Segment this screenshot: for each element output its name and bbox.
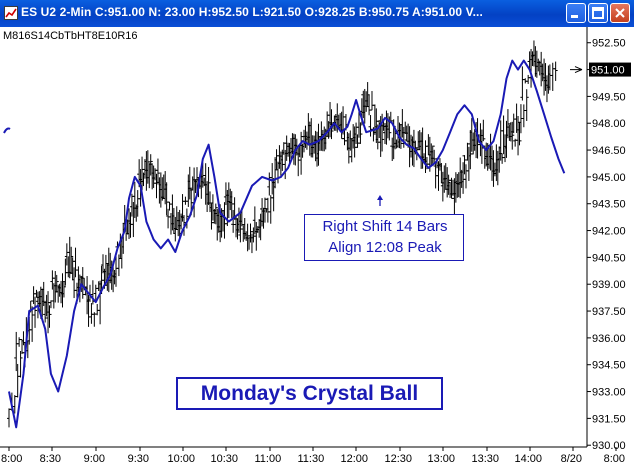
- forecast-line: [8, 59, 566, 429]
- y-tick-label: 942.00: [592, 226, 626, 238]
- y-tick-label: 948.00: [592, 118, 626, 130]
- x-tick-label: 14:00: [515, 453, 543, 465]
- x-tick-label: 12:30: [385, 453, 413, 465]
- price-bar: [148, 154, 153, 176]
- window-title: ES U2 2-Min C:951.00 N: 23.00 H:952.50 L…: [21, 5, 483, 19]
- x-axis: 8:00 8:30 9:00 9:30 10:00 10:30 11:00 11:30 12:0…: [1, 447, 625, 465]
- x-tick-label: 8:00: [604, 453, 625, 465]
- y-tick-label: 943.50: [592, 199, 626, 211]
- last-price-marker: 951.00: [570, 62, 631, 77]
- y-tick-label: 946.50: [592, 145, 626, 157]
- price-bar: [553, 61, 558, 81]
- x-tick-label: 13:00: [428, 453, 456, 465]
- price-bar: [18, 350, 23, 378]
- y-tick-label: 952.50: [592, 38, 626, 50]
- x-tick-label: 9:00: [84, 453, 105, 465]
- last-price-box: [589, 62, 631, 77]
- y-tick-label: 933.00: [592, 387, 626, 399]
- shift-annotation-box: Right Shift 14 Bars Align 12:08 Peak: [304, 214, 464, 261]
- peak-arrow-icon: [377, 195, 383, 206]
- chart-app-icon: [4, 6, 18, 20]
- minimize-icon: [571, 15, 578, 18]
- x-tick-label: 11:30: [298, 453, 325, 465]
- left-tick-icon: [3, 127, 11, 134]
- y-tick-label: 931.50: [592, 413, 626, 425]
- x-tick-label: 12:00: [341, 453, 369, 465]
- y-tick-label: 934.50: [592, 360, 626, 372]
- shift-annotation-line1: Right Shift 14 Bars: [322, 218, 448, 235]
- x-tick-label: 8/20: [561, 453, 582, 465]
- x-tick-label: 11:00: [255, 453, 282, 465]
- crystal-ball-text: Monday's Crystal Ball: [200, 382, 419, 405]
- price-bars: [7, 40, 558, 428]
- price-bar: [358, 122, 363, 144]
- minimize-button[interactable]: [566, 3, 586, 23]
- y-tick-label: 936.00: [592, 333, 626, 345]
- y-tick-label: 945.00: [592, 172, 626, 184]
- price-bar: [524, 89, 529, 121]
- maximize-button[interactable]: [588, 3, 608, 23]
- y-tick-label: 930.00: [592, 440, 626, 452]
- price-bar: [155, 158, 160, 185]
- x-tick-label: 8:00: [1, 453, 22, 465]
- x-tick-label: 9:30: [128, 453, 149, 465]
- close-button[interactable]: [610, 3, 630, 23]
- x-tick-label: 8:30: [40, 453, 61, 465]
- maximize-icon: [592, 7, 604, 19]
- close-icon: [615, 8, 625, 18]
- y-tick-label: 940.50: [592, 252, 626, 264]
- y-tick-label: 937.50: [592, 306, 626, 318]
- x-tick-label: 13:30: [472, 453, 500, 465]
- x-tick-label: 10:30: [211, 453, 239, 465]
- last-price-label: 951.00: [591, 65, 625, 77]
- forecast-series-line: [8, 59, 566, 429]
- price-bar: [33, 296, 38, 328]
- crystal-ball-banner: Monday's Crystal Ball: [176, 377, 443, 410]
- y-tick-label: 949.50: [592, 91, 626, 103]
- x-tick-label: 10:00: [168, 453, 196, 465]
- y-tick-label: 939.00: [592, 279, 626, 291]
- shift-annotation-line2: Align 12:08 Peak: [328, 239, 442, 256]
- study-label: M816S14CbTbHT8E10R16: [3, 30, 138, 42]
- title-bar[interactable]: ES U2 2-Min C:951.00 N: 23.00 H:952.50 L…: [0, 0, 634, 27]
